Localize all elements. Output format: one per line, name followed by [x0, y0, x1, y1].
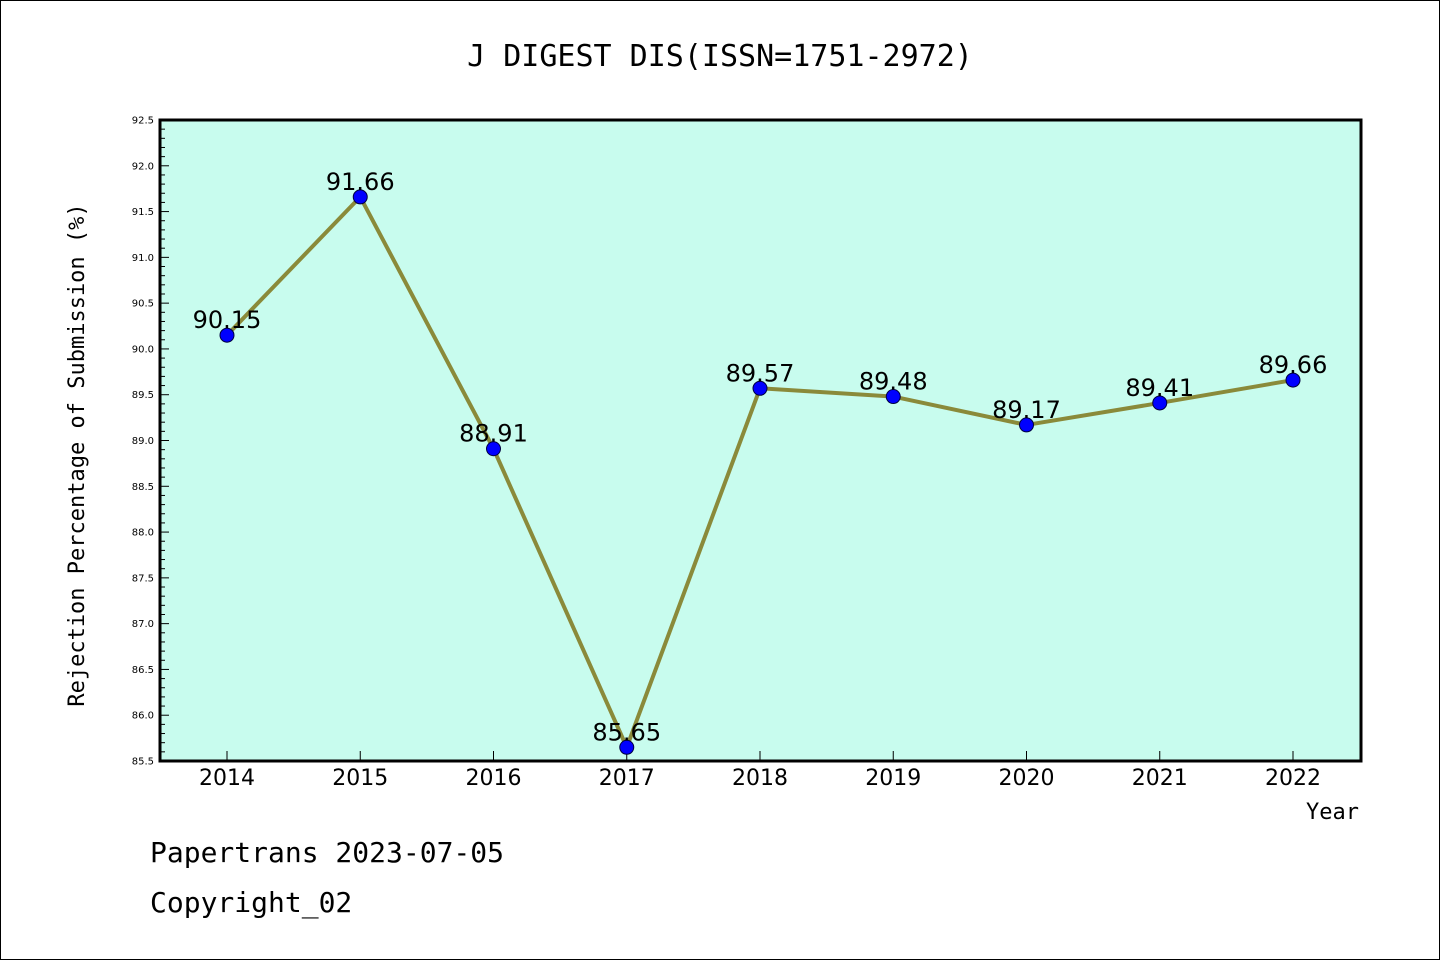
data-label: 88.91: [459, 420, 528, 448]
y-tick-label: 92.5: [132, 116, 154, 127]
data-point: [1285, 372, 1301, 388]
y-tick-label: 85.5: [132, 757, 154, 768]
x-tick-label: 2021: [1132, 766, 1188, 791]
y-tick-label: 90.5: [132, 299, 154, 310]
x-tick-label: 2020: [999, 766, 1055, 791]
footer-date: Papertrans 2023-07-05: [150, 836, 505, 869]
y-tick-label: 87.5: [132, 573, 154, 584]
data-label: 89.66: [1259, 351, 1328, 379]
x-tick-label: 2018: [732, 766, 788, 791]
data-point: [352, 189, 368, 205]
y-axis-label: Rejection Percentage of Submission (%): [65, 203, 90, 706]
y-tick-label: 91.0: [132, 253, 154, 264]
data-point: [619, 739, 635, 755]
y-tick-label: 88.0: [132, 528, 154, 539]
data-point: [1019, 417, 1034, 433]
x-tick-label: 2015: [332, 766, 388, 791]
x-axis: 2014 2015 2016 2017 2018 2019 2020 2021 2022: [199, 751, 1321, 791]
x-tick-label: 2017: [599, 766, 655, 791]
y-tick-label: 89.5: [132, 390, 154, 401]
data-label: 89.41: [1125, 374, 1194, 402]
x-tick-label: 2019: [865, 766, 921, 791]
data-point: [486, 441, 501, 457]
data-label: 89.57: [726, 359, 795, 387]
chart-title: J DIGEST DIS(ISSN=1751-2972): [467, 39, 973, 74]
x-tick-label: 2022: [1265, 766, 1321, 791]
data-point: [219, 327, 235, 343]
x-tick-label: 2016: [466, 766, 522, 791]
y-tick-label: 90.0: [132, 344, 154, 355]
plot-area: [160, 120, 1361, 761]
data-label: 89.17: [992, 396, 1061, 424]
data-label: 90.15: [193, 306, 262, 334]
y-tick-label: 87.0: [132, 619, 154, 630]
plot-border: [158, 118, 1363, 763]
x-axis-label: Year: [1306, 800, 1359, 825]
y-tick-label: 92.0: [132, 161, 154, 172]
y-axis: 85.5 86.0 86.5 87.0 87.5 88.0 88.5 89.0 89.5 90.0…: [132, 116, 169, 768]
data-label: 85.65: [592, 718, 661, 746]
data-label: 91.66: [326, 168, 395, 196]
y-tick-label: 88.5: [132, 482, 154, 493]
x-tick-label: 2014: [199, 766, 255, 791]
data-label: 89.48: [859, 368, 928, 396]
y-tick-label: 86.0: [132, 711, 154, 722]
data-point: [1152, 395, 1168, 411]
footer-copyright: Copyright_02: [150, 886, 353, 919]
data-labels: 90.15 91.66 88.91 85.65 89.57 89.48 89.17 89.41…: [193, 168, 1328, 746]
y-tick-label: 86.5: [132, 665, 154, 676]
y-tick-label: 91.5: [132, 207, 154, 218]
data-point: [885, 389, 901, 405]
data-markers: [219, 189, 1301, 755]
data-point: [752, 380, 768, 396]
y-tick-label: 89.0: [132, 436, 154, 447]
